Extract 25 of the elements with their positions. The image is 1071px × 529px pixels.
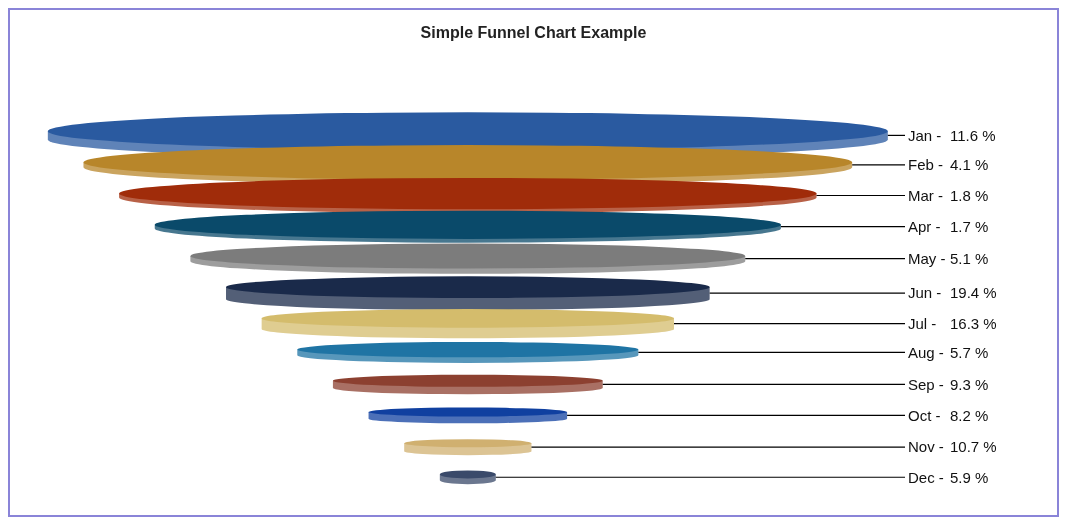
category-label: Jun - <box>908 284 942 302</box>
data-label: 5.1 % <box>950 249 989 267</box>
data-label: 5.7 % <box>950 343 989 361</box>
category-label: Nov - <box>908 438 944 456</box>
data-label: 1.7 % <box>950 217 989 235</box>
category-label: Jul - <box>908 314 937 332</box>
data-label: 4.1 % <box>950 156 989 174</box>
data-label: 19.4 % <box>950 284 997 302</box>
data-label: 8.2 % <box>950 406 989 424</box>
data-label: 11.6 % <box>950 126 996 144</box>
category-label: Aug - <box>908 343 944 361</box>
data-label: 10.7 % <box>950 438 997 456</box>
data-label: 9.3 % <box>950 375 989 393</box>
category-label: Oct - <box>908 406 941 424</box>
category-label: Feb - <box>908 156 944 174</box>
category-label: Apr - <box>908 217 941 235</box>
category-label: May - <box>908 249 946 267</box>
data-label: 1.8 % <box>950 186 989 204</box>
text: Simple Funnel Chart Example <box>419 23 648 43</box>
data-label: 5.9 % <box>950 468 989 486</box>
data-label: 16.3 % <box>950 314 997 332</box>
category-label: Jan - <box>908 126 942 144</box>
category-label: Sep - <box>908 375 944 393</box>
category-label: Mar - <box>908 186 943 204</box>
category-label: Dec - <box>908 468 944 486</box>
